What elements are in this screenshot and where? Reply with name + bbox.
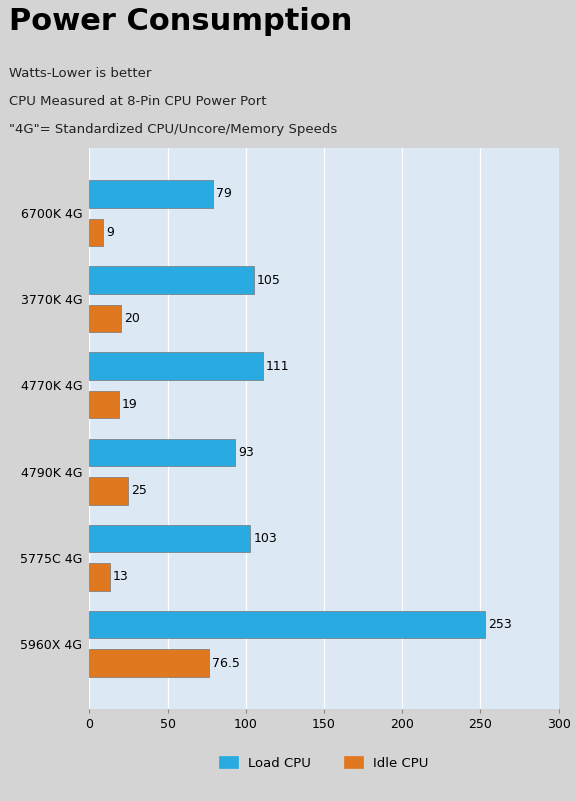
Text: CPU Measured at 8-Pin CPU Power Port: CPU Measured at 8-Pin CPU Power Port	[9, 95, 266, 108]
Text: 19: 19	[122, 398, 138, 411]
Bar	[89, 563, 109, 590]
Text: 111: 111	[266, 360, 290, 372]
Bar	[89, 391, 119, 418]
Bar	[89, 525, 251, 552]
Bar	[89, 219, 103, 246]
Bar	[89, 650, 209, 677]
Bar	[89, 305, 120, 332]
Text: 253: 253	[488, 618, 512, 631]
Text: 13: 13	[113, 570, 128, 583]
Text: 25: 25	[131, 485, 147, 497]
Text: 93: 93	[238, 446, 253, 459]
Legend: Load CPU, Idle CPU: Load CPU, Idle CPU	[214, 751, 434, 775]
Text: 103: 103	[253, 532, 277, 545]
Text: 79: 79	[216, 187, 232, 200]
Bar	[89, 180, 213, 207]
Text: Watts-Lower is better: Watts-Lower is better	[9, 67, 151, 80]
Text: 76.5: 76.5	[212, 657, 240, 670]
Text: 20: 20	[124, 312, 139, 325]
Bar	[89, 352, 263, 380]
Text: "4G"= Standardized CPU/Uncore/Memory Speeds: "4G"= Standardized CPU/Uncore/Memory Spe…	[9, 123, 337, 136]
Text: 9: 9	[107, 226, 115, 239]
Bar	[89, 611, 485, 638]
Bar	[89, 267, 253, 294]
Bar	[89, 477, 128, 505]
Text: 105: 105	[257, 274, 281, 287]
Bar	[89, 439, 235, 466]
Text: Power Consumption: Power Consumption	[9, 7, 352, 36]
